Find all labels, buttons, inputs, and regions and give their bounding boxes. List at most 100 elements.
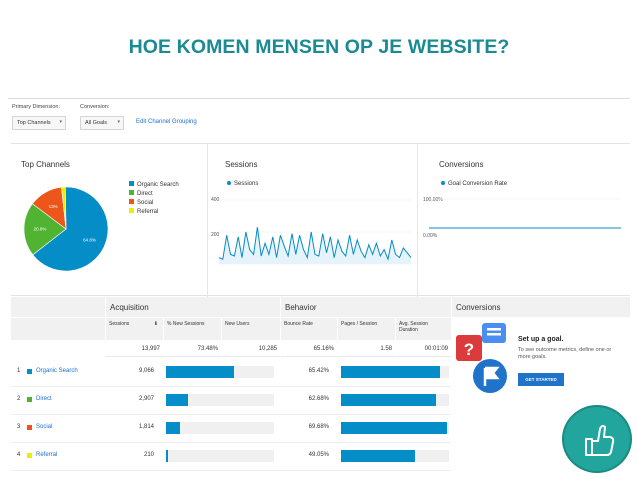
legend-label: Organic Search bbox=[137, 182, 179, 188]
channel-link[interactable]: Direct bbox=[36, 396, 52, 402]
legend-label: Direct bbox=[137, 191, 153, 197]
bounce-bar bbox=[341, 422, 447, 434]
bounce-bar-track bbox=[341, 450, 449, 462]
sessions-title: Sessions bbox=[225, 160, 258, 169]
sessions-bar bbox=[166, 394, 188, 406]
legend-label: Referral bbox=[137, 209, 159, 215]
legend-organic-search: Organic Search bbox=[129, 181, 179, 188]
slide-title: HOE KOMEN MENSEN OP JE WEBSITE? bbox=[128, 36, 510, 58]
conversions-group: Conversions bbox=[452, 297, 630, 317]
edit-channel-grouping-link[interactable]: Edit Channel Grouping bbox=[136, 119, 197, 125]
col-bounce-rate[interactable]: Bounce Rate bbox=[281, 318, 337, 340]
col-new-users[interactable]: New Users bbox=[222, 318, 280, 340]
thumbs-up-badge bbox=[562, 405, 632, 473]
sessions-value: 2,907 bbox=[138, 396, 154, 402]
y-tick: 100.00% bbox=[423, 197, 443, 203]
bounce-value: 62.68% bbox=[308, 396, 329, 402]
pie-slice bbox=[61, 186, 67, 230]
sessions-bar-track bbox=[166, 450, 274, 462]
charts-row: Top Channels 64.8% 20.8% 13% Organic Searc… bbox=[11, 143, 630, 297]
conversion-value: All Goals bbox=[85, 120, 108, 126]
x-tick-mark: · bbox=[313, 275, 317, 279]
x-tick-mark: · bbox=[229, 275, 233, 279]
total-sessions: 13,997 bbox=[106, 343, 163, 357]
conversion-select[interactable]: All Goals ▾ bbox=[80, 116, 124, 130]
legend-dot-icon bbox=[441, 181, 445, 185]
channel-link[interactable]: Social bbox=[36, 424, 53, 430]
sort-desc-icon: ⬇ bbox=[153, 321, 158, 327]
channel-swatch bbox=[27, 425, 32, 430]
channel-swatch bbox=[27, 369, 32, 374]
col-new-sessions[interactable]: % New Sessions bbox=[164, 318, 221, 340]
table-row: 3 Social 1,814 69.68% bbox=[11, 415, 451, 443]
acquisition-group: Acquisition bbox=[106, 297, 280, 317]
pie-slice-label: 20.8% bbox=[34, 227, 47, 232]
panel-divider bbox=[417, 144, 418, 297]
channel-link[interactable]: Referral bbox=[36, 452, 58, 458]
conversion-label: Conversion: bbox=[80, 104, 110, 110]
pie-slice-label: 64.8% bbox=[83, 238, 96, 243]
col-pages-session[interactable]: Pages / Session bbox=[338, 318, 395, 340]
bounce-bar bbox=[341, 394, 436, 406]
legend-label: Sessions bbox=[234, 181, 259, 187]
total-new-users: 10,285 bbox=[222, 343, 280, 357]
pie-slice bbox=[23, 203, 67, 256]
conversions-line-chart bbox=[429, 198, 621, 229]
chevron-down-icon: ▾ bbox=[59, 119, 62, 125]
legend-referral: Referral bbox=[129, 208, 158, 215]
col-avg-duration[interactable]: Avg. Session Duration bbox=[396, 318, 451, 340]
blank-group-head bbox=[11, 297, 105, 317]
channel-swatch bbox=[27, 453, 32, 458]
sessions-line-chart: · · · · · · · bbox=[218, 199, 412, 279]
question-card-icon bbox=[456, 335, 482, 361]
primary-dimension-select[interactable]: Top Channels ▾ bbox=[12, 116, 66, 130]
get-started-button[interactable]: GET STARTED bbox=[518, 373, 564, 386]
sessions-line bbox=[218, 227, 412, 261]
legend-label: Goal Conversion Rate bbox=[448, 181, 508, 187]
flag-icon bbox=[483, 366, 500, 386]
sessions-bar-track bbox=[166, 422, 274, 434]
legend-direct: Direct bbox=[129, 190, 153, 197]
x-tick-mark: · bbox=[369, 275, 373, 279]
bounce-value: 69.68% bbox=[308, 424, 329, 430]
row-number: 2 bbox=[17, 396, 21, 402]
legend-dot-icon bbox=[227, 181, 231, 185]
total-avg-duration: 00:01:09 bbox=[396, 343, 451, 357]
row-number: 1 bbox=[17, 368, 21, 374]
bounce-value: 65.42% bbox=[308, 368, 329, 374]
total-new-sessions: 73.48% bbox=[164, 343, 221, 357]
sessions-value: 210 bbox=[143, 452, 154, 458]
question-mark-icon: ? bbox=[464, 340, 474, 359]
channel-link[interactable]: Organic Search bbox=[36, 368, 78, 374]
legend-label: Social bbox=[137, 200, 154, 206]
pie-slice-label: 13% bbox=[49, 204, 58, 209]
channels-table: Acquisition Behavior Conversions Session… bbox=[11, 297, 630, 472]
table-row: 2 Direct 2,907 62.68% bbox=[11, 387, 451, 415]
col-sessions[interactable]: Sessions ⬇ bbox=[106, 318, 163, 340]
row-number: 3 bbox=[17, 424, 21, 430]
bounce-bar-track bbox=[341, 422, 449, 434]
bounce-bar-track bbox=[341, 394, 449, 406]
total-pages-session: 1.58 bbox=[338, 343, 395, 357]
total-bounce-rate: 65.16% bbox=[281, 343, 337, 357]
sessions-bar bbox=[166, 366, 234, 378]
primary-dimension-label: Primary Dimension: bbox=[12, 104, 60, 110]
x-tick-mark: · bbox=[285, 275, 289, 279]
sessions-bar-track bbox=[166, 366, 274, 378]
bounce-bar bbox=[341, 450, 416, 462]
sessions-legend: Sessions bbox=[227, 181, 258, 187]
sessions-bar bbox=[166, 450, 168, 462]
x-tick-mark: · bbox=[397, 275, 401, 279]
legend-social: Social bbox=[129, 199, 153, 206]
chevron-down-icon: ▾ bbox=[117, 119, 120, 125]
primary-dimension-value: Top Channels bbox=[17, 120, 51, 126]
legend-swatch bbox=[129, 190, 134, 195]
thumbs-up-icon bbox=[585, 424, 615, 456]
table-row: 1 Organic Search 9,066 65.42% bbox=[11, 359, 451, 387]
goal-title: Set up a goal. bbox=[518, 336, 564, 343]
conversions-title: Conversions bbox=[439, 160, 484, 169]
bounce-value: 49.05% bbox=[308, 452, 329, 458]
panel-divider bbox=[207, 144, 208, 297]
blank-col-head bbox=[11, 318, 105, 340]
bounce-bar-track bbox=[341, 366, 449, 378]
